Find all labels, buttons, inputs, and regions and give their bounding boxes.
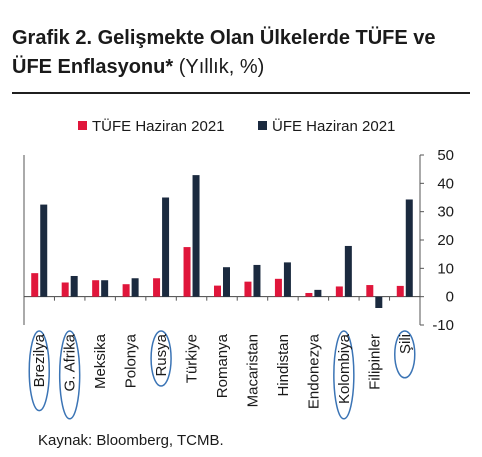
legend-label: ÜFE Haziran 2021 [272, 117, 395, 135]
x-tick-label: Şili [397, 334, 414, 354]
x-tick-label: Türkiye [184, 334, 201, 383]
highlight-ellipse [58, 330, 81, 420]
bar-tufe [305, 292, 313, 297]
x-tick-label: G. Afrika [62, 333, 79, 391]
bar-tufe [31, 273, 39, 297]
x-tick-label: Polonya [123, 333, 140, 388]
x-tick-label: Romanya [214, 333, 231, 398]
x-tick-label: Filipinler [366, 334, 383, 390]
y-tick-label: 0 [446, 289, 454, 306]
bar-ufe [70, 275, 78, 297]
title-divider [12, 92, 470, 94]
bar-ufe [192, 175, 200, 297]
legend-swatch [258, 121, 267, 130]
bar-tufe [396, 285, 404, 297]
y-tick-label: -10 [432, 317, 454, 334]
x-tick-label: Brezilya [31, 333, 48, 387]
bar-ufe [162, 197, 170, 297]
highlight-ellipse [150, 330, 172, 387]
x-tick-label: Hindistan [275, 334, 292, 397]
bar-tufe [61, 282, 69, 297]
x-tick-label: Kolombiya [336, 333, 353, 404]
bar-ufe [344, 245, 352, 297]
bar-ufe [131, 278, 139, 297]
bar-tufe [183, 247, 191, 297]
legend-label: TÜFE Haziran 2021 [92, 117, 225, 135]
bar-tufe [335, 286, 343, 297]
x-tick-label: Endonezya [305, 333, 322, 409]
y-tick-label: 10 [437, 260, 454, 277]
y-tick-label: 30 [437, 204, 454, 221]
highlight-ellipse [28, 330, 50, 412]
bar-ufe [101, 280, 109, 297]
bar-ufe [283, 262, 291, 297]
bar-tufe [244, 281, 252, 297]
y-tick-label: 50 [437, 147, 454, 164]
bar-tufe [274, 278, 282, 297]
bar-tufe [366, 285, 374, 297]
bar-ufe [223, 267, 230, 297]
bar-tufe [122, 284, 130, 297]
bar-ufe [253, 264, 261, 297]
legend-swatch [78, 121, 87, 130]
bar-ufe [405, 199, 413, 297]
y-tick-label: 40 [437, 175, 454, 192]
bar-tufe [92, 280, 100, 297]
chart-subtitle: (Yıllık, %) [178, 56, 265, 78]
x-tick-label: Meksika [92, 333, 109, 389]
chart-title: Grafik 2. Gelişmekte Olan Ülkelerde TÜFE… [12, 24, 472, 82]
y-tick-label: 20 [437, 232, 454, 249]
bar-ufe [40, 204, 48, 297]
bar-ufe [314, 289, 322, 297]
x-tick-label: Macaristan [244, 334, 261, 407]
source-note: Kaynak: Bloomberg, TCMB. [38, 432, 224, 449]
x-tick-label: Rusya [153, 333, 170, 376]
chart-title-text: Grafik 2. Gelişmekte Olan Ülkelerde TÜFE… [12, 27, 436, 78]
bar-tufe [214, 285, 221, 297]
bar-tufe [153, 278, 161, 297]
highlight-ellipse [394, 330, 416, 379]
bar-ufe [375, 296, 383, 308]
highlight-ellipse [333, 330, 355, 420]
